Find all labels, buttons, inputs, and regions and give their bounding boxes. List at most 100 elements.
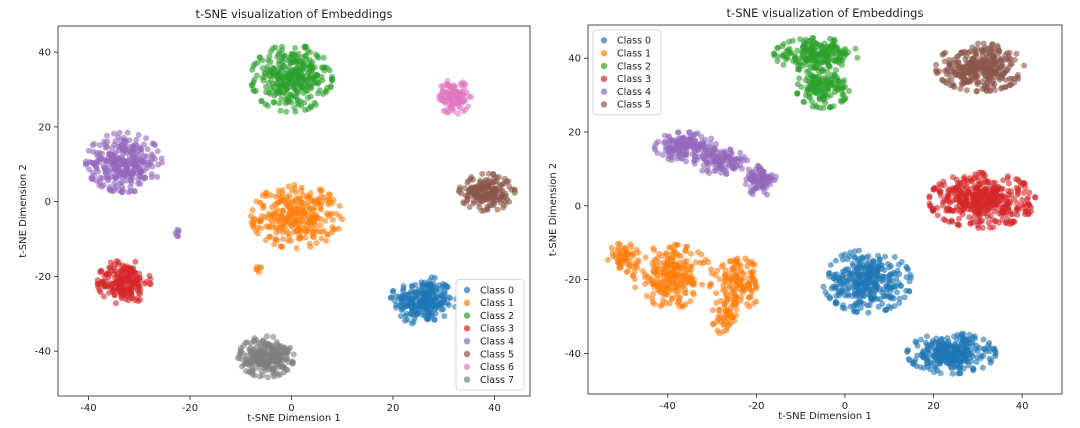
series-class-3 <box>94 258 154 307</box>
data-point <box>953 61 960 68</box>
data-point <box>961 79 968 86</box>
data-point <box>840 256 846 263</box>
data-point <box>967 220 974 226</box>
data-point <box>650 245 657 252</box>
x-tick-label: 40 <box>488 403 501 414</box>
data-point <box>258 225 264 232</box>
data-point <box>290 229 297 236</box>
data-point <box>673 144 680 151</box>
data-point <box>279 64 286 71</box>
legend-marker <box>600 37 608 44</box>
data-point <box>982 186 989 193</box>
data-point <box>323 88 330 95</box>
data-point <box>988 45 995 51</box>
data-point <box>676 303 683 310</box>
data-point <box>286 192 293 199</box>
data-point <box>709 307 716 314</box>
data-point <box>1005 180 1012 187</box>
data-point <box>472 184 479 191</box>
data-point <box>947 363 954 370</box>
data-point <box>961 48 968 55</box>
data-point <box>875 303 882 310</box>
data-point <box>125 278 132 285</box>
data-point <box>152 156 158 162</box>
data-point <box>248 355 255 362</box>
y-tick-label: 40 <box>568 54 581 65</box>
data-point <box>668 295 675 302</box>
data-point <box>300 90 307 96</box>
series-class-2 <box>771 35 861 111</box>
data-point <box>994 42 1001 49</box>
data-point <box>261 214 268 221</box>
data-point <box>269 347 276 353</box>
data-point <box>882 253 888 260</box>
data-point <box>955 353 962 359</box>
data-point <box>974 354 981 361</box>
data-point <box>1008 81 1014 88</box>
data-point <box>742 181 749 188</box>
data-point <box>771 50 778 57</box>
data-point <box>388 294 395 301</box>
data-point <box>982 64 989 70</box>
data-point <box>992 70 999 77</box>
data-point <box>870 258 877 265</box>
data-point <box>117 278 124 285</box>
data-point <box>723 313 730 320</box>
data-point <box>961 64 968 71</box>
data-point <box>460 91 467 98</box>
data-point <box>436 282 443 289</box>
data-point <box>797 36 804 43</box>
data-point <box>940 202 947 209</box>
data-point <box>797 61 804 68</box>
data-point <box>937 192 944 199</box>
data-point <box>895 279 902 286</box>
data-point <box>1005 204 1012 211</box>
data-point <box>253 72 260 79</box>
data-point <box>408 311 415 318</box>
data-point <box>780 41 787 47</box>
data-point <box>677 294 684 301</box>
data-point <box>813 50 820 57</box>
data-point <box>789 37 796 44</box>
data-point <box>120 134 127 141</box>
data-point <box>127 184 134 190</box>
data-point <box>96 142 103 149</box>
data-point <box>992 58 998 65</box>
data-point <box>896 295 903 302</box>
data-point <box>1015 206 1022 213</box>
legend-marker <box>600 50 608 57</box>
data-point <box>389 288 396 295</box>
data-point <box>679 135 686 142</box>
data-point <box>715 150 722 157</box>
legend-label: Class 3 <box>617 74 651 85</box>
data-point <box>667 138 673 145</box>
data-point <box>713 290 720 297</box>
data-point <box>431 316 438 323</box>
data-point <box>1026 189 1033 196</box>
data-point <box>670 246 677 253</box>
data-point <box>843 266 850 273</box>
data-point <box>963 87 970 94</box>
data-point <box>320 54 327 61</box>
data-point <box>262 73 268 80</box>
data-point <box>813 89 820 96</box>
data-point <box>924 357 931 363</box>
data-point <box>980 336 987 343</box>
data-point <box>282 70 289 77</box>
data-point <box>154 173 161 180</box>
data-point <box>758 175 765 182</box>
data-point <box>944 66 951 73</box>
data-point <box>115 270 122 277</box>
data-point <box>999 216 1006 223</box>
data-point <box>629 250 636 257</box>
data-point <box>722 267 729 273</box>
data-point <box>111 130 117 137</box>
data-point <box>885 260 891 267</box>
data-point <box>660 290 667 296</box>
data-point <box>901 294 908 301</box>
data-point <box>753 184 760 191</box>
data-point <box>267 48 274 55</box>
data-point <box>132 169 139 176</box>
data-point <box>821 77 827 83</box>
